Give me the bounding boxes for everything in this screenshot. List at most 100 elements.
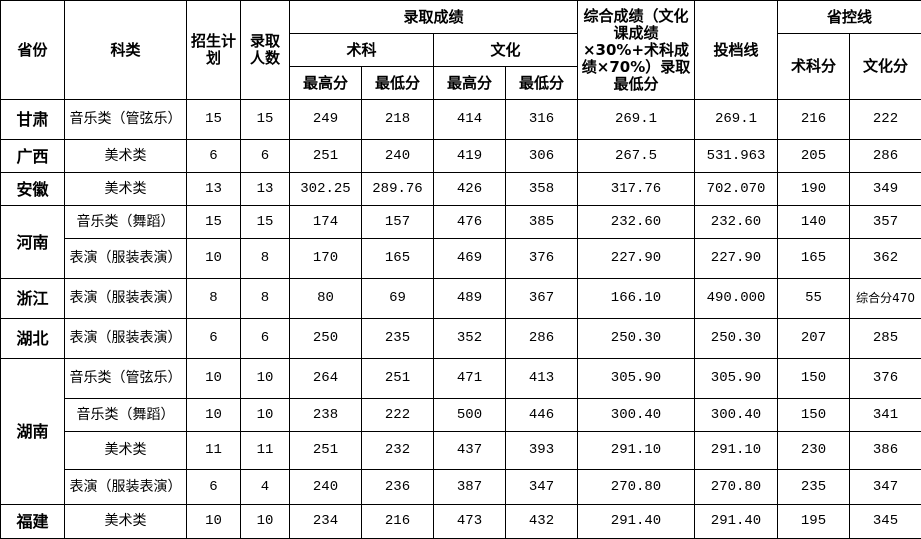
cell-province: 湖北 <box>1 319 65 359</box>
cell-composite: 267.5 <box>578 140 695 173</box>
cell-filing: 291.10 <box>695 432 778 470</box>
cell-ctrl-art: 150 <box>778 359 850 399</box>
cell-cul-min: 393 <box>506 432 578 470</box>
cell-cul-max: 437 <box>434 432 506 470</box>
cell-composite: 250.30 <box>578 319 695 359</box>
cell-filing: 291.40 <box>695 505 778 539</box>
cell-category: 美术类 <box>65 505 187 539</box>
cell-province: 甘肃 <box>1 100 65 140</box>
cell-ctrl-cul: 综合分470 <box>850 279 921 319</box>
cell-plan: 10 <box>187 505 241 539</box>
cell-art-min: 222 <box>362 399 434 432</box>
cell-filing: 227.90 <box>695 239 778 279</box>
cell-composite: 305.90 <box>578 359 695 399</box>
cell-plan: 10 <box>187 399 241 432</box>
cell-composite: 232.60 <box>578 206 695 239</box>
cell-ctrl-cul: 347 <box>850 470 921 505</box>
cell-cul-min: 316 <box>506 100 578 140</box>
cell-ctrl-art: 230 <box>778 432 850 470</box>
cell-category: 表演（服装表演） <box>65 470 187 505</box>
cell-cul-min: 413 <box>506 359 578 399</box>
cell-ctrl-art: 140 <box>778 206 850 239</box>
cell-art-max: 250 <box>290 319 362 359</box>
cell-art-max: 80 <box>290 279 362 319</box>
header-culture-max: 最高分 <box>434 67 506 100</box>
cell-art-max: 251 <box>290 432 362 470</box>
header-category: 科类 <box>65 1 187 100</box>
cell-admitted: 8 <box>241 239 290 279</box>
header-art-min: 最低分 <box>362 67 434 100</box>
cell-cul-min: 286 <box>506 319 578 359</box>
cell-cul-max: 476 <box>434 206 506 239</box>
cell-cul-min: 376 <box>506 239 578 279</box>
cell-cul-max: 387 <box>434 470 506 505</box>
cell-composite: 300.40 <box>578 399 695 432</box>
cell-cul-min: 385 <box>506 206 578 239</box>
cell-ctrl-art: 235 <box>778 470 850 505</box>
cell-plan: 13 <box>187 173 241 206</box>
cell-cul-max: 489 <box>434 279 506 319</box>
header-filing-line: 投档线 <box>695 1 778 100</box>
cell-filing: 250.30 <box>695 319 778 359</box>
cell-ctrl-art: 205 <box>778 140 850 173</box>
cell-ctrl-art: 216 <box>778 100 850 140</box>
cell-category: 音乐类（舞蹈） <box>65 206 187 239</box>
cell-category: 表演（服装表演） <box>65 239 187 279</box>
cell-admitted: 8 <box>241 279 290 319</box>
cell-category: 音乐类（管弦乐） <box>65 359 187 399</box>
cell-composite: 317.76 <box>578 173 695 206</box>
header-composite: 综合成绩（文化课成绩×30%+术科成绩×70%）录取最低分 <box>578 1 695 100</box>
cell-art-max: 251 <box>290 140 362 173</box>
cell-art-min: 235 <box>362 319 434 359</box>
cell-art-min: 251 <box>362 359 434 399</box>
cell-composite: 291.10 <box>578 432 695 470</box>
cell-admitted: 13 <box>241 173 290 206</box>
cell-cul-min: 347 <box>506 470 578 505</box>
cell-cul-min: 432 <box>506 505 578 539</box>
header-province: 省份 <box>1 1 65 100</box>
header-culture: 文化 <box>434 34 578 67</box>
cell-ctrl-cul: 222 <box>850 100 921 140</box>
header-culture-score: 文化分 <box>850 34 921 100</box>
cell-category: 表演（服装表演） <box>65 319 187 359</box>
cell-composite: 269.1 <box>578 100 695 140</box>
cell-admitted: 6 <box>241 140 290 173</box>
cell-ctrl-art: 150 <box>778 399 850 432</box>
cell-admitted: 15 <box>241 206 290 239</box>
cell-cul-max: 426 <box>434 173 506 206</box>
cell-ctrl-cul: 362 <box>850 239 921 279</box>
cell-art-max: 240 <box>290 470 362 505</box>
cell-ctrl-cul: 349 <box>850 173 921 206</box>
cell-cul-max: 471 <box>434 359 506 399</box>
cell-plan: 15 <box>187 100 241 140</box>
cell-province: 河南 <box>1 206 65 279</box>
cell-category: 表演（服装表演） <box>65 279 187 319</box>
cell-ctrl-cul: 376 <box>850 359 921 399</box>
cell-composite: 166.10 <box>578 279 695 319</box>
cell-cul-max: 419 <box>434 140 506 173</box>
cell-art-min: 236 <box>362 470 434 505</box>
header-art: 术科 <box>290 34 434 67</box>
cell-ctrl-cul: 357 <box>850 206 921 239</box>
cell-category: 美术类 <box>65 140 187 173</box>
cell-plan: 15 <box>187 206 241 239</box>
header-art-score: 术科分 <box>778 34 850 100</box>
cell-plan: 6 <box>187 319 241 359</box>
cell-art-min: 157 <box>362 206 434 239</box>
cell-filing: 232.60 <box>695 206 778 239</box>
cell-art-max: 174 <box>290 206 362 239</box>
cell-art-min: 240 <box>362 140 434 173</box>
cell-art-max: 249 <box>290 100 362 140</box>
cell-cul-min: 358 <box>506 173 578 206</box>
header-admitted: 录取人数 <box>241 1 290 100</box>
cell-cul-max: 473 <box>434 505 506 539</box>
cell-composite: 291.40 <box>578 505 695 539</box>
cell-art-max: 234 <box>290 505 362 539</box>
cell-filing: 269.1 <box>695 100 778 140</box>
cell-ctrl-art: 195 <box>778 505 850 539</box>
